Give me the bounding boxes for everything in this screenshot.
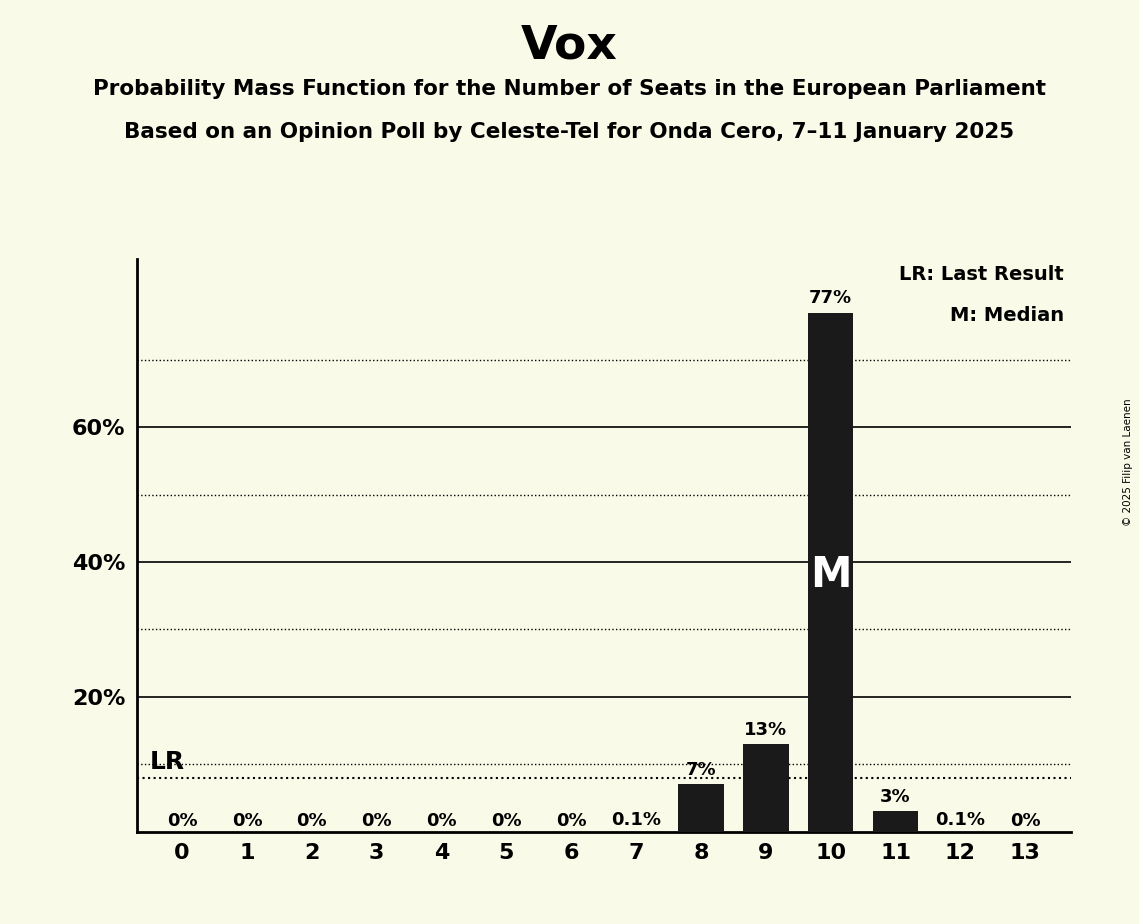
Text: Based on an Opinion Poll by Celeste-Tel for Onda Cero, 7–11 January 2025: Based on an Opinion Poll by Celeste-Tel … [124, 122, 1015, 142]
Bar [872, 811, 918, 832]
Text: 0.1%: 0.1% [612, 811, 661, 829]
Text: 0%: 0% [491, 811, 522, 830]
Text: 3%: 3% [880, 788, 911, 806]
Text: © 2025 Filip van Laenen: © 2025 Filip van Laenen [1123, 398, 1133, 526]
Text: Vox: Vox [521, 23, 618, 68]
Bar [808, 312, 853, 832]
Bar [743, 744, 788, 832]
Text: Probability Mass Function for the Number of Seats in the European Parliament: Probability Mass Function for the Number… [93, 79, 1046, 99]
Text: 0%: 0% [296, 811, 327, 830]
Text: 7%: 7% [686, 761, 716, 779]
Text: M: Median: M: Median [950, 306, 1064, 325]
Text: LR: LR [149, 750, 185, 774]
Text: LR: Last Result: LR: Last Result [900, 265, 1064, 285]
Text: 0%: 0% [231, 811, 262, 830]
Text: 0%: 0% [556, 811, 587, 830]
Text: 0%: 0% [166, 811, 197, 830]
Text: 0%: 0% [426, 811, 457, 830]
Text: M: M [810, 554, 852, 597]
Text: 0%: 0% [1010, 811, 1041, 830]
Text: 0.1%: 0.1% [935, 811, 985, 829]
Text: 13%: 13% [744, 721, 787, 738]
Bar [678, 784, 723, 832]
Text: 77%: 77% [809, 289, 852, 308]
Text: 0%: 0% [361, 811, 392, 830]
